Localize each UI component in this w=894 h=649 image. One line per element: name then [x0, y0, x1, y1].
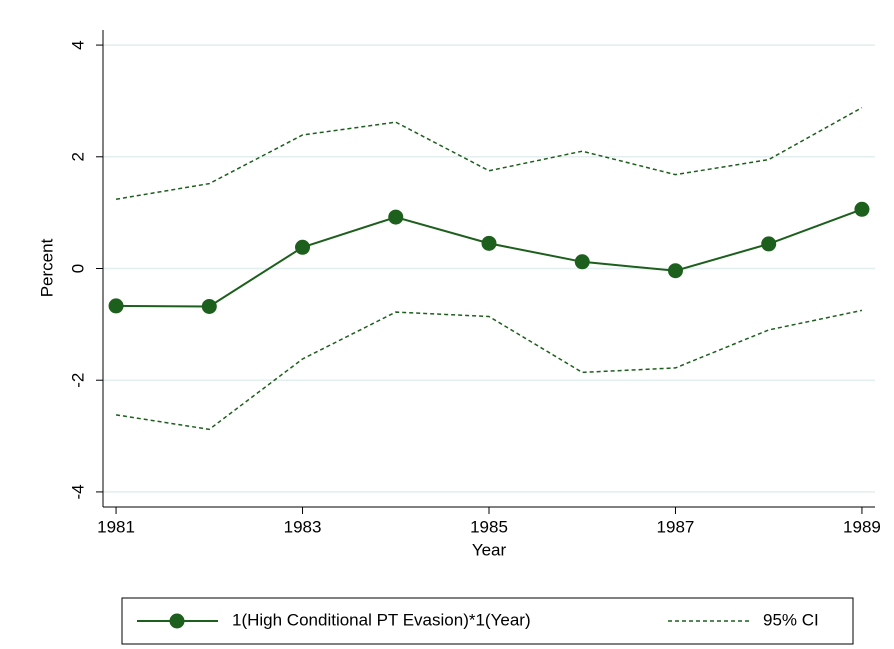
- point: [388, 209, 404, 225]
- x-tick-label: 1987: [657, 517, 695, 536]
- ci-upper-line: [115, 106, 863, 200]
- y-tick-label: -2: [68, 373, 87, 388]
- legend-label: 95% CI: [763, 610, 819, 629]
- y-axis-label: Percent: [37, 238, 56, 297]
- point: [761, 236, 777, 252]
- ci-lower-line: [115, 309, 863, 431]
- point: [481, 235, 497, 251]
- y-tick-label: 0: [68, 264, 87, 273]
- y-tick-label: 2: [68, 152, 87, 161]
- legend-label: 1(High Conditional PT Evasion)*1(Year): [232, 610, 531, 629]
- point: [574, 254, 590, 270]
- y-tick-label: 4: [68, 40, 87, 49]
- point: [295, 239, 311, 255]
- point: [854, 201, 870, 217]
- point: [667, 263, 683, 279]
- x-axis-label: Year: [472, 540, 507, 559]
- point: [201, 298, 217, 314]
- x-tick-label: 1985: [470, 517, 508, 536]
- x-tick-label: 1983: [284, 517, 322, 536]
- legend-swatch: [169, 613, 185, 629]
- point: [108, 298, 124, 314]
- y-tick-label: -4: [68, 484, 87, 499]
- x-tick-label: 1989: [843, 517, 881, 536]
- x-tick-label: 1981: [97, 517, 135, 536]
